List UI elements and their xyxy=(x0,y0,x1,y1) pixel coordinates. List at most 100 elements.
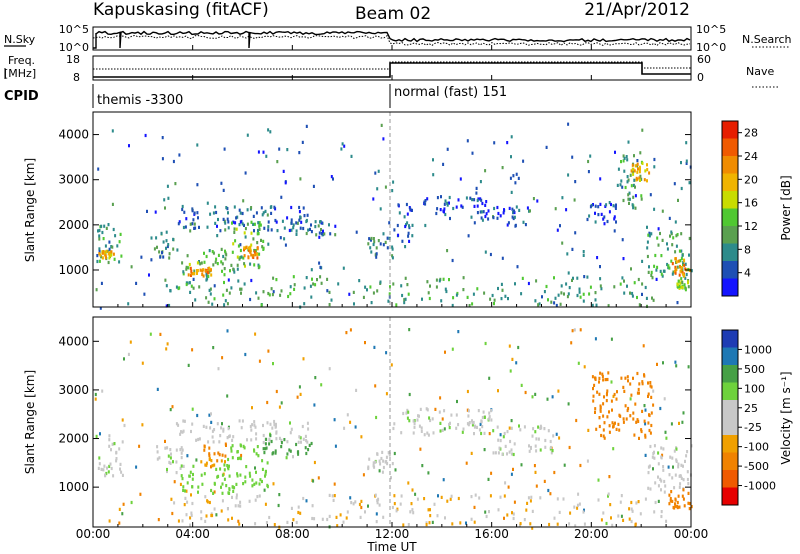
echo-cell xyxy=(237,504,240,508)
echo-cell xyxy=(241,222,244,226)
echo-cell xyxy=(551,449,554,453)
echo-cell xyxy=(675,458,678,462)
echo-cell xyxy=(674,268,677,273)
echo-cell xyxy=(630,500,633,505)
echo-cell xyxy=(493,298,496,302)
echo-cell xyxy=(660,254,663,258)
echo-cell xyxy=(187,266,190,270)
echo-cell xyxy=(644,422,647,426)
echo-cell xyxy=(483,415,486,419)
echo-cell xyxy=(296,221,299,225)
echo-cell xyxy=(215,210,218,215)
echo-cell xyxy=(244,352,247,357)
echo-cell xyxy=(298,205,301,210)
echo-cell xyxy=(561,196,564,200)
echo-cell xyxy=(98,456,101,460)
echo-cell xyxy=(303,302,306,306)
echo-cell xyxy=(286,440,289,444)
echo-cell xyxy=(392,180,395,184)
echo-cell xyxy=(217,253,220,257)
echo-cell xyxy=(182,225,185,230)
echo-cell xyxy=(672,465,674,469)
echo-cell xyxy=(589,154,592,158)
echo-cell xyxy=(172,247,175,251)
echo-cell xyxy=(623,279,625,283)
echo-cell xyxy=(660,446,663,450)
y-tick-label: 4000 xyxy=(58,334,89,348)
echo-cell xyxy=(510,426,513,430)
echo-cell xyxy=(333,482,336,486)
echo-cell xyxy=(227,427,230,431)
echo-cell xyxy=(598,392,601,396)
echo-cell xyxy=(169,448,172,452)
echo-cell xyxy=(567,122,570,126)
echo-cell xyxy=(252,254,255,258)
echo-cell xyxy=(236,255,239,259)
echo-cell xyxy=(211,302,214,306)
echo-cell xyxy=(398,211,401,215)
echo-cell xyxy=(467,409,470,413)
echo-cell xyxy=(690,505,693,509)
echo-cell xyxy=(443,207,446,211)
echo-cell xyxy=(156,245,158,249)
echo-cell xyxy=(487,477,490,481)
echo-cell xyxy=(647,421,650,425)
echo-cell xyxy=(417,414,419,418)
echo-cell xyxy=(277,503,280,508)
echo-cell xyxy=(628,517,631,521)
echo-cell xyxy=(182,270,185,274)
echo-cell xyxy=(606,377,609,382)
echo-cell xyxy=(378,459,381,463)
echo-cell xyxy=(676,233,679,237)
echo-cell xyxy=(180,430,182,434)
echo-cell xyxy=(194,226,197,230)
echo-cell xyxy=(242,256,245,260)
echo-cell xyxy=(250,243,253,247)
echo-cell xyxy=(110,448,112,452)
echo-cell xyxy=(443,427,446,431)
echo-cell xyxy=(232,435,235,439)
echo-cell xyxy=(501,256,504,260)
echo-cell xyxy=(592,387,594,391)
echo-cell xyxy=(651,296,653,300)
echo-cell xyxy=(275,422,277,426)
echo-cell xyxy=(313,460,316,465)
echo-cell xyxy=(662,447,665,451)
echo-cell xyxy=(210,273,213,277)
echo-cell xyxy=(401,239,404,243)
colorbar-cell xyxy=(722,226,738,244)
echo-cell xyxy=(295,520,298,525)
echo-cell xyxy=(298,210,301,214)
echo-cell xyxy=(673,449,676,453)
echo-cell xyxy=(276,160,279,164)
echo-cell xyxy=(566,295,569,299)
echo-cell xyxy=(678,284,681,288)
echo-cell xyxy=(627,178,630,182)
echo-cell xyxy=(425,407,428,411)
echo-cell xyxy=(514,282,516,286)
velocity-colorbar-frame xyxy=(721,329,739,506)
echo-cell xyxy=(483,448,486,452)
echo-cell xyxy=(280,401,283,405)
echo-cell xyxy=(100,224,103,228)
echo-cell xyxy=(594,220,597,224)
echo-cell xyxy=(426,197,429,201)
echo-cell xyxy=(98,249,101,254)
echo-cell xyxy=(235,493,238,497)
echo-cell xyxy=(513,215,516,219)
echo-cell xyxy=(496,216,499,220)
echo-cell xyxy=(544,438,547,443)
echo-cell xyxy=(156,450,159,454)
echo-cell xyxy=(166,244,169,249)
echo-cell xyxy=(397,203,400,207)
echo-cell xyxy=(370,301,373,305)
echo-cell xyxy=(210,488,213,493)
echo-cell xyxy=(466,389,469,394)
echo-cell xyxy=(99,253,102,257)
echo-cell xyxy=(610,202,612,207)
echo-cell xyxy=(307,448,310,452)
echo-cell xyxy=(193,211,196,215)
echo-cell xyxy=(287,294,290,299)
echo-cell xyxy=(409,510,412,514)
